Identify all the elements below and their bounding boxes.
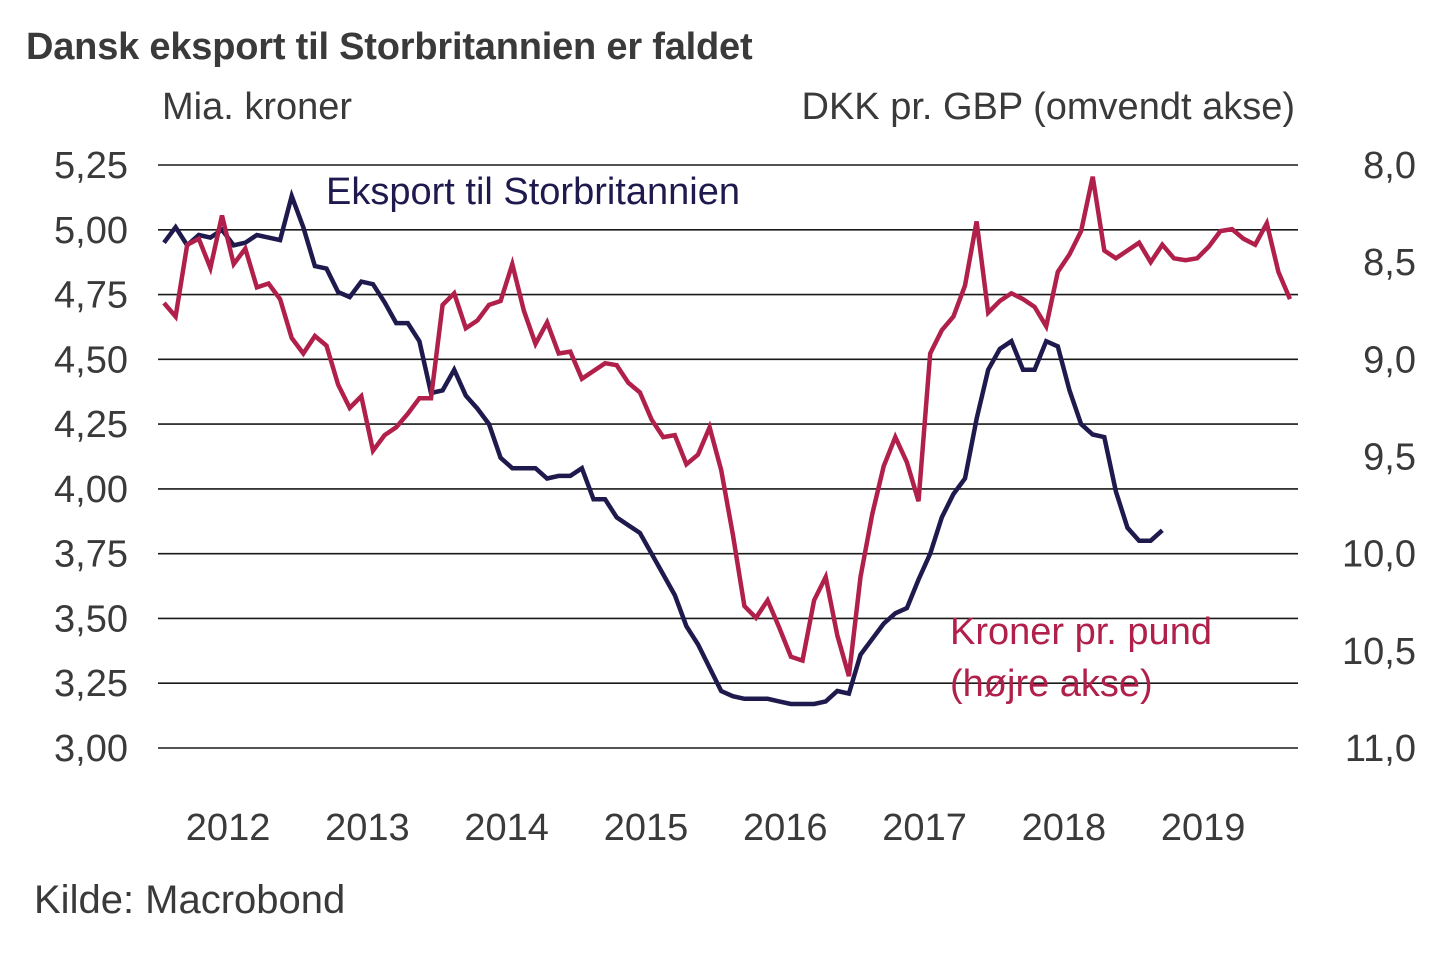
right-tick-label: 8,0 bbox=[1363, 145, 1416, 187]
series-label-kroner-axis-note: (højre akse) bbox=[950, 663, 1153, 705]
left-tick-label: 4,00 bbox=[54, 469, 128, 511]
right-tick-label: 8,5 bbox=[1363, 242, 1416, 284]
chart-title: Dansk eksport til Storbritannien er fald… bbox=[26, 26, 753, 68]
x-tick-label: 2017 bbox=[882, 807, 967, 849]
series-lines bbox=[162, 176, 1293, 707]
x-tick-label: 2012 bbox=[186, 807, 271, 849]
left-tick-label: 3,50 bbox=[54, 598, 128, 640]
right-tick-label: 9,5 bbox=[1363, 437, 1416, 479]
series-label-export: Eksport til Storbritannien bbox=[326, 171, 740, 213]
left-tick-label: 5,25 bbox=[54, 145, 128, 187]
series-line-kroner bbox=[162, 176, 1293, 677]
left-axis-unit-label: Mia. kroner bbox=[162, 86, 353, 128]
left-axis-ticks: 5,25 5,00 4,75 4,50 4,25 4,00 3,75 3,50 3,25 3,00 bbox=[54, 145, 128, 770]
x-tick-label: 2016 bbox=[743, 807, 828, 849]
right-tick-label: 10,5 bbox=[1342, 631, 1416, 673]
left-tick-label: 5,00 bbox=[54, 210, 128, 252]
x-tick-label: 2013 bbox=[325, 807, 410, 849]
right-tick-label: 10,0 bbox=[1342, 534, 1416, 576]
source-note: Kilde: Macrobond bbox=[34, 878, 346, 922]
x-axis-ticks: 2012 2013 2014 2015 2016 2017 2018 2019 bbox=[186, 807, 1246, 849]
left-tick-label: 4,75 bbox=[54, 275, 128, 317]
x-tick-label: 2019 bbox=[1161, 807, 1246, 849]
left-tick-label: 4,50 bbox=[54, 339, 128, 381]
left-tick-label: 3,00 bbox=[54, 728, 128, 770]
left-tick-label: 3,75 bbox=[54, 534, 128, 576]
x-tick-label: 2014 bbox=[464, 807, 549, 849]
left-tick-label: 3,25 bbox=[54, 663, 128, 705]
right-axis-unit-label: DKK pr. GBP (omvendt akse) bbox=[801, 86, 1296, 128]
x-tick-label: 2018 bbox=[1022, 807, 1107, 849]
left-tick-label: 4,25 bbox=[54, 404, 128, 446]
right-tick-label: 11,0 bbox=[1345, 728, 1416, 770]
series-labels: Eksport til Storbritannien Kroner pr. pu… bbox=[326, 171, 1212, 705]
right-tick-label: 9,0 bbox=[1363, 339, 1416, 381]
right-axis-ticks: 8,0 8,5 9,0 9,5 10,0 10,5 11,0 bbox=[1342, 145, 1416, 770]
series-label-kroner: Kroner pr. pund bbox=[950, 611, 1212, 653]
x-tick-label: 2015 bbox=[604, 807, 689, 849]
series-line-export bbox=[162, 188, 1164, 707]
